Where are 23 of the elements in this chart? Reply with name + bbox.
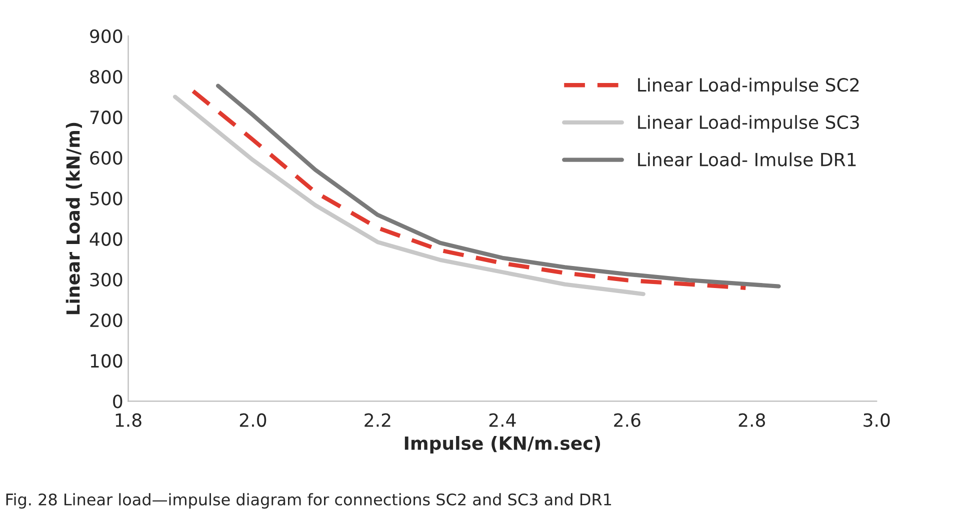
y-tick-label: 300	[90, 272, 122, 287]
y-tick-label: 400	[90, 232, 122, 246]
legend-label: Linear Load- Imulse DR1	[638, 152, 856, 166]
x-tick-label: 2.2	[364, 413, 390, 427]
x-tick-label: 3.0	[864, 413, 890, 427]
x-tick-label: 2.0	[240, 413, 266, 427]
y-axis-title: Linear Load (kN/m)	[66, 122, 82, 314]
x-tick-label: 2.6	[614, 413, 640, 427]
legend-label: Linear Load-impulse SC3	[638, 115, 859, 133]
y-tick-label: 0	[113, 394, 122, 408]
x-axis-title: Impulse (KN/m.sec)	[404, 436, 600, 454]
legend-label: Linear Load-impulse SC2	[638, 78, 859, 96]
y-tick-label: 600	[90, 151, 122, 165]
caption: Fig. 28 Linear load—impulse diagram for connections SC2 and SC3 and DR1	[6, 493, 612, 509]
x-tick-label: 2.8	[738, 413, 766, 427]
y-tick-label: 200	[90, 313, 122, 328]
y-tick-label: 500	[90, 192, 122, 206]
x-tick-label: 2.4	[489, 413, 516, 427]
y-tick-label: 700	[90, 110, 122, 124]
y-tick-label: 800	[90, 70, 122, 84]
y-tick-label: 100	[90, 354, 122, 368]
x-tick-label: 1.8	[116, 413, 142, 427]
y-tick-label: 900	[90, 29, 122, 44]
